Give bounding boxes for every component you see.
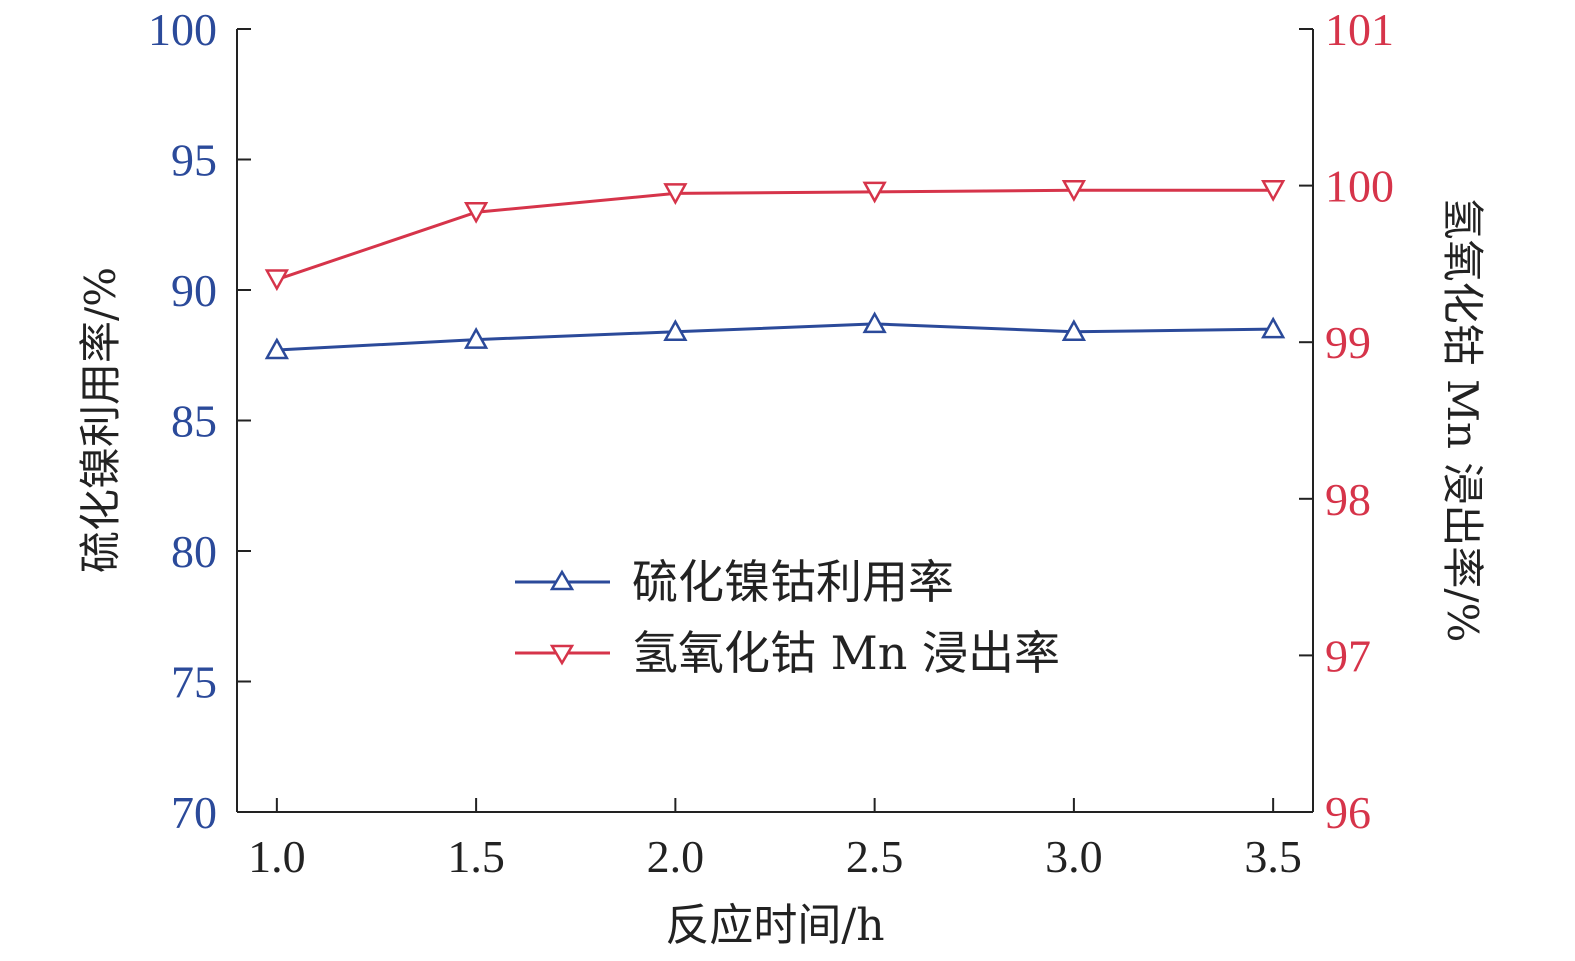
series-2-point	[463, 201, 489, 224]
series-2-point	[264, 269, 289, 292]
series-2-point	[663, 183, 688, 206]
series-1-point	[663, 319, 688, 342]
left-y-tick-label: 85	[171, 396, 217, 447]
axes	[236, 29, 1314, 813]
legend-label-series-1: 硫化镍钴利用率	[632, 555, 954, 609]
right-y-tick-label: 100	[1325, 161, 1394, 212]
legend: 硫化镍钴利用率 氢氧化钴 Mn 浸出率	[515, 555, 1060, 680]
x-tick-label: 2.0	[647, 831, 705, 882]
x-axis-title: 反应时间/h	[665, 900, 884, 951]
left-y-tick-label: 75	[171, 657, 217, 708]
left-y-tick-label: 80	[171, 526, 217, 577]
left-y-tick-label: 70	[171, 787, 217, 838]
series-2-line	[276, 188, 1274, 281]
right-y-axis-title: 氢氧化钴 Mn 浸出率/%	[1438, 198, 1487, 643]
right-y-tick-label: 97	[1325, 630, 1371, 681]
legend-marker-series-1	[549, 569, 575, 591]
right-y-tick-label: 101	[1325, 4, 1394, 55]
series-layer	[264, 180, 1286, 360]
x-tick-label: 1.5	[447, 831, 505, 882]
legend-marker-series-2	[549, 644, 575, 666]
series-1-point	[1061, 319, 1087, 342]
series-1-point	[1261, 316, 1286, 339]
x-tick-label: 1.0	[248, 831, 306, 882]
ticks: 1.0 1.5 2.0 2.5 3.0 3.5 70 75 80 85 90 95 100 96 97 98 9…	[148, 4, 1394, 882]
legend-label-series-2: 氢氧化钴 Mn 浸出率	[632, 626, 1060, 680]
right-y-tick-label: 96	[1325, 787, 1371, 838]
left-y-axis-title: 硫化镍利用率/%	[76, 267, 125, 573]
series-2-point	[1061, 180, 1087, 202]
left-y-tick-label: 90	[171, 265, 217, 316]
series-1-point	[463, 327, 489, 349]
x-tick-label: 2.5	[846, 831, 904, 882]
series-1-line	[276, 322, 1274, 352]
series-2-point	[862, 181, 887, 204]
left-y-tick-label: 95	[171, 135, 217, 186]
x-tick-label: 3.5	[1244, 831, 1302, 882]
right-y-tick-label: 99	[1325, 317, 1371, 368]
series-2-point	[1261, 180, 1286, 202]
x-tick-label: 3.0	[1045, 831, 1103, 882]
series-1-point	[264, 337, 289, 360]
right-y-tick-label: 98	[1325, 474, 1371, 525]
left-y-tick-label: 100	[148, 4, 217, 55]
series-1-point	[862, 311, 887, 334]
